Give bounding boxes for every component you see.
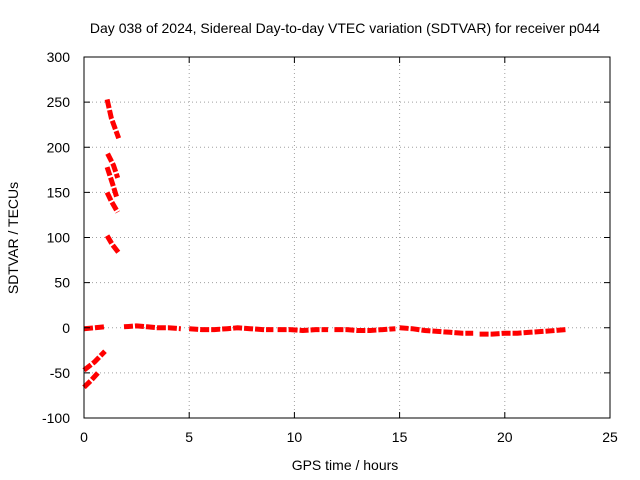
- sdtvar-series-segment: [277, 327, 329, 334]
- y-tick-label: 150: [47, 184, 71, 200]
- sdtvar-series-segment: [105, 152, 121, 179]
- x-tick-label: 20: [497, 429, 513, 445]
- x-tick-label: 15: [392, 429, 408, 445]
- sdtvar-series-segment: [123, 323, 181, 332]
- y-tick-label: 0: [62, 320, 70, 336]
- chart-title: Day 038 of 2024, Sidereal Day-to-day VTE…: [90, 20, 600, 36]
- x-tick-label: 5: [185, 429, 193, 445]
- y-tick-label: 100: [47, 230, 71, 246]
- x-tick-label: 0: [80, 429, 88, 445]
- y-tick-label: 300: [47, 49, 71, 65]
- plot-frame: [83, 56, 611, 419]
- sdtvar-series-segment: [83, 324, 106, 332]
- sdtvar-series-segment: [104, 234, 121, 255]
- sdtvar-series-segment: [82, 349, 107, 373]
- sdtvar-series-segment: [82, 370, 101, 390]
- sdtvar-series-segment: [189, 325, 274, 333]
- y-axis-label: SDTVAR / TECUs: [5, 182, 21, 294]
- y-tick-label: -50: [50, 365, 70, 381]
- y-tick-label: -100: [42, 410, 70, 426]
- sdtvar-series-segment: [104, 166, 119, 198]
- x-axis-label: GPS time / hours: [292, 457, 399, 473]
- x-tick-labels: 0 5 10 15 20 25: [80, 429, 618, 445]
- series-layer: [82, 98, 567, 390]
- grid: [84, 57, 610, 418]
- y-tick-labels: -100 -50 0 50 100 150 200 250 300: [42, 49, 70, 426]
- x-tick-label: 10: [287, 429, 303, 445]
- sdtvar-series-segment: [479, 327, 567, 337]
- x-tick-label: 25: [602, 429, 618, 445]
- tick-marks: [83, 56, 611, 419]
- y-tick-label: 50: [54, 275, 70, 291]
- y-tick-label: 250: [47, 94, 71, 110]
- y-tick-label: 200: [47, 139, 71, 155]
- sdtvar-series-segment: [399, 325, 474, 336]
- sdtvar-series-segment: [104, 191, 120, 214]
- sdtvar-series-segment: [104, 98, 122, 140]
- sdtvar-series-segment: [334, 326, 396, 333]
